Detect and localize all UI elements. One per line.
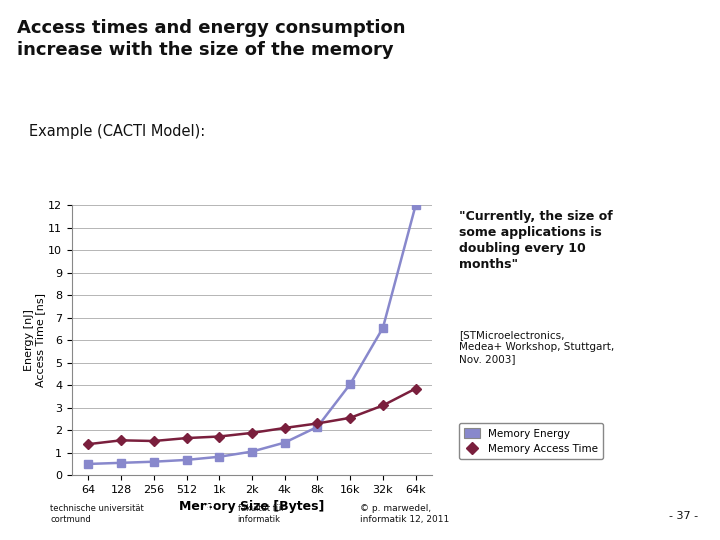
Text: Example (CACTI Model):: Example (CACTI Model):: [29, 124, 205, 139]
Y-axis label: Energy [nJ]
Access Time [ns]: Energy [nJ] Access Time [ns]: [24, 293, 45, 387]
Text: - 37 -: - 37 -: [670, 511, 698, 521]
Text: © p. marwedel,
informatik 12, 2011: © p. marwedel, informatik 12, 2011: [360, 503, 449, 524]
Text: tu: tu: [14, 503, 37, 523]
Text: slide copied from chapter 3: slide copied from chapter 3: [513, 511, 632, 520]
Legend: Memory Energy, Memory Access Time: Memory Energy, Memory Access Time: [459, 423, 603, 459]
Text: Access times and energy consumption
increase with the size of the memory: Access times and energy consumption incr…: [17, 19, 406, 59]
Text: [STMicroelectronics,
Medea+ Workshop, Stuttgart,
Nov. 2003]: [STMicroelectronics, Medea+ Workshop, St…: [459, 329, 614, 364]
Text: fi: fi: [202, 503, 215, 522]
Text: "Currently, the size of
some applications is
doubling every 10
months": "Currently, the size of some application…: [459, 211, 613, 272]
Text: fakultät für
informatik: fakultät für informatik: [238, 503, 284, 524]
X-axis label: Memory Size [Bytes]: Memory Size [Bytes]: [179, 501, 325, 514]
Text: technische universität
cortmund: technische universität cortmund: [50, 503, 144, 524]
